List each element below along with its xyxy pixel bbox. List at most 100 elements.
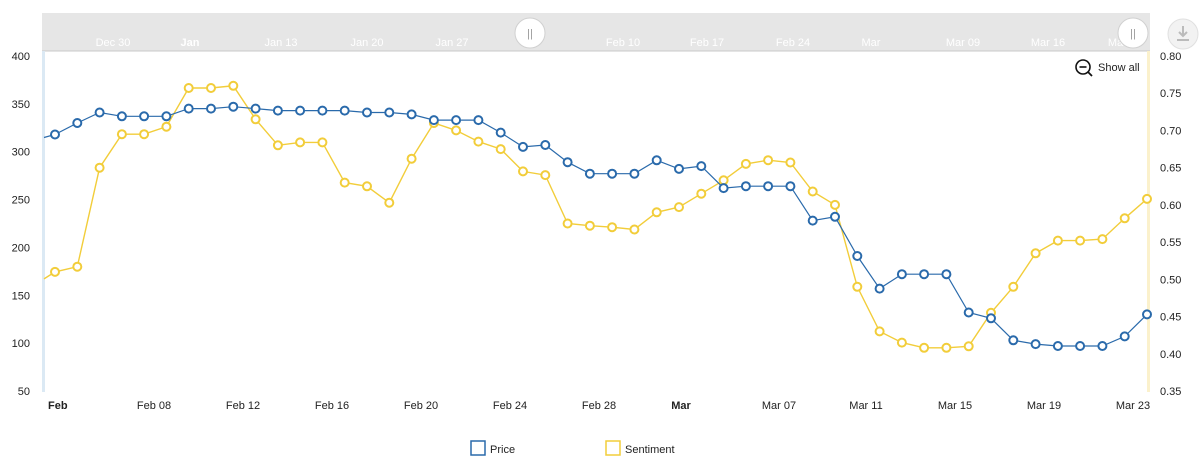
sentiment-point[interactable] [830,199,840,210]
download-button[interactable] [1167,18,1199,50]
price-point[interactable] [428,115,439,126]
sentiment-point[interactable] [919,342,930,353]
price-point[interactable] [295,105,306,116]
show-all-button[interactable]: Show all [1075,59,1140,77]
price-point[interactable] [451,115,462,126]
sentiment-point[interactable] [272,140,283,151]
price-point[interactable] [206,103,216,114]
sentiment-point[interactable] [785,157,796,168]
price-point[interactable] [161,111,172,122]
sentiment-point[interactable] [562,218,573,229]
sentiment-point[interactable] [674,202,684,213]
price-point[interactable] [718,183,729,194]
sentiment-point[interactable] [362,181,372,192]
sentiment-point[interactable] [896,337,907,348]
price-point[interactable] [1119,331,1130,342]
price-point[interactable] [651,155,662,166]
sentiment-point[interactable] [1030,248,1041,259]
price-point[interactable] [473,115,484,126]
show-all-label[interactable]: Show all [1098,62,1140,74]
price-point[interactable] [896,269,907,280]
price-point[interactable] [1008,335,1019,346]
price-point[interactable] [228,101,239,112]
sentiment-point[interactable] [295,137,306,148]
price-point[interactable] [785,181,796,192]
sentiment-point[interactable] [852,281,863,292]
sentiment-point[interactable] [116,129,127,140]
sentiment-point[interactable] [473,136,484,147]
sentiment-point[interactable] [1097,234,1108,245]
price-point[interactable] [139,111,150,122]
price-point[interactable] [317,105,328,116]
sentiment-point[interactable] [339,177,350,188]
price-point[interactable] [674,163,684,174]
price-point[interactable] [518,141,528,152]
price-point[interactable] [963,307,974,318]
sentiment-point[interactable] [518,166,528,177]
sentiment-point[interactable] [740,158,751,169]
price-point[interactable] [607,168,618,179]
sentiment-point[interactable] [651,207,662,218]
price-point[interactable] [272,105,283,116]
price-point[interactable] [1030,339,1041,350]
sentiment-point[interactable] [139,129,150,140]
sentiment-point[interactable] [963,341,974,352]
navigator-handle-right-knob[interactable] [1117,17,1149,49]
price-point[interactable] [1097,341,1108,351]
price-point[interactable] [339,105,350,116]
price-point[interactable] [941,269,952,280]
price-point[interactable] [1075,341,1086,351]
price-point[interactable] [362,107,372,118]
sentiment-point[interactable] [1008,281,1019,292]
sentiment-point[interactable] [941,342,952,353]
price-point[interactable] [696,161,707,172]
navigator-handle-left[interactable]: || [514,17,546,49]
price-point[interactable] [629,168,640,179]
sentiment-point[interactable] [607,222,618,233]
price-point[interactable] [562,157,573,168]
legend-item-price[interactable]: Price [470,440,515,456]
price-point[interactable] [1142,309,1152,320]
legend-item-sentiment[interactable]: Sentiment [605,440,675,456]
price-point[interactable] [72,118,83,128]
price-point[interactable] [94,107,105,118]
sentiment-point[interactable] [250,114,261,125]
sentiment-point[interactable] [50,266,60,277]
sentiment-point[interactable] [1052,235,1063,246]
sentiment-point[interactable] [317,137,328,148]
price-point[interactable] [495,127,506,138]
sentiment-point[interactable] [72,261,83,272]
price-point[interactable] [116,111,127,122]
sentiment-point[interactable] [183,83,194,93]
sentiment-point[interactable] [1119,213,1130,224]
price-point[interactable] [540,140,551,150]
sentiment-point[interactable] [206,83,216,93]
price-point[interactable] [1052,341,1063,351]
price-point[interactable] [874,283,885,294]
sentiment-point[interactable] [696,188,707,199]
navigator-handle-right[interactable]: || [1117,17,1149,49]
price-point[interactable] [763,181,774,192]
sentiment-point[interactable] [763,155,774,166]
sentiment-point[interactable] [406,153,417,164]
price-point[interactable] [740,181,751,192]
price-point[interactable] [384,107,395,118]
sentiment-point[interactable] [1142,193,1152,204]
price-point[interactable] [584,168,595,179]
sentiment-point[interactable] [540,170,551,181]
price-point[interactable] [852,251,863,261]
sentiment-point[interactable] [874,326,885,337]
sentiment-point[interactable] [629,224,640,235]
price-point[interactable] [919,269,930,280]
price-point[interactable] [50,129,60,140]
price-point[interactable] [807,215,818,226]
sentiment-point[interactable] [1075,235,1086,246]
navigator-handle-left-knob[interactable] [514,17,546,49]
price-point[interactable] [830,211,840,222]
sentiment-point[interactable] [384,197,395,208]
price-point[interactable] [986,313,996,324]
price-point[interactable] [406,109,417,120]
sentiment-point[interactable] [161,121,172,132]
price-point[interactable] [183,103,194,114]
sentiment-point[interactable] [451,125,462,136]
